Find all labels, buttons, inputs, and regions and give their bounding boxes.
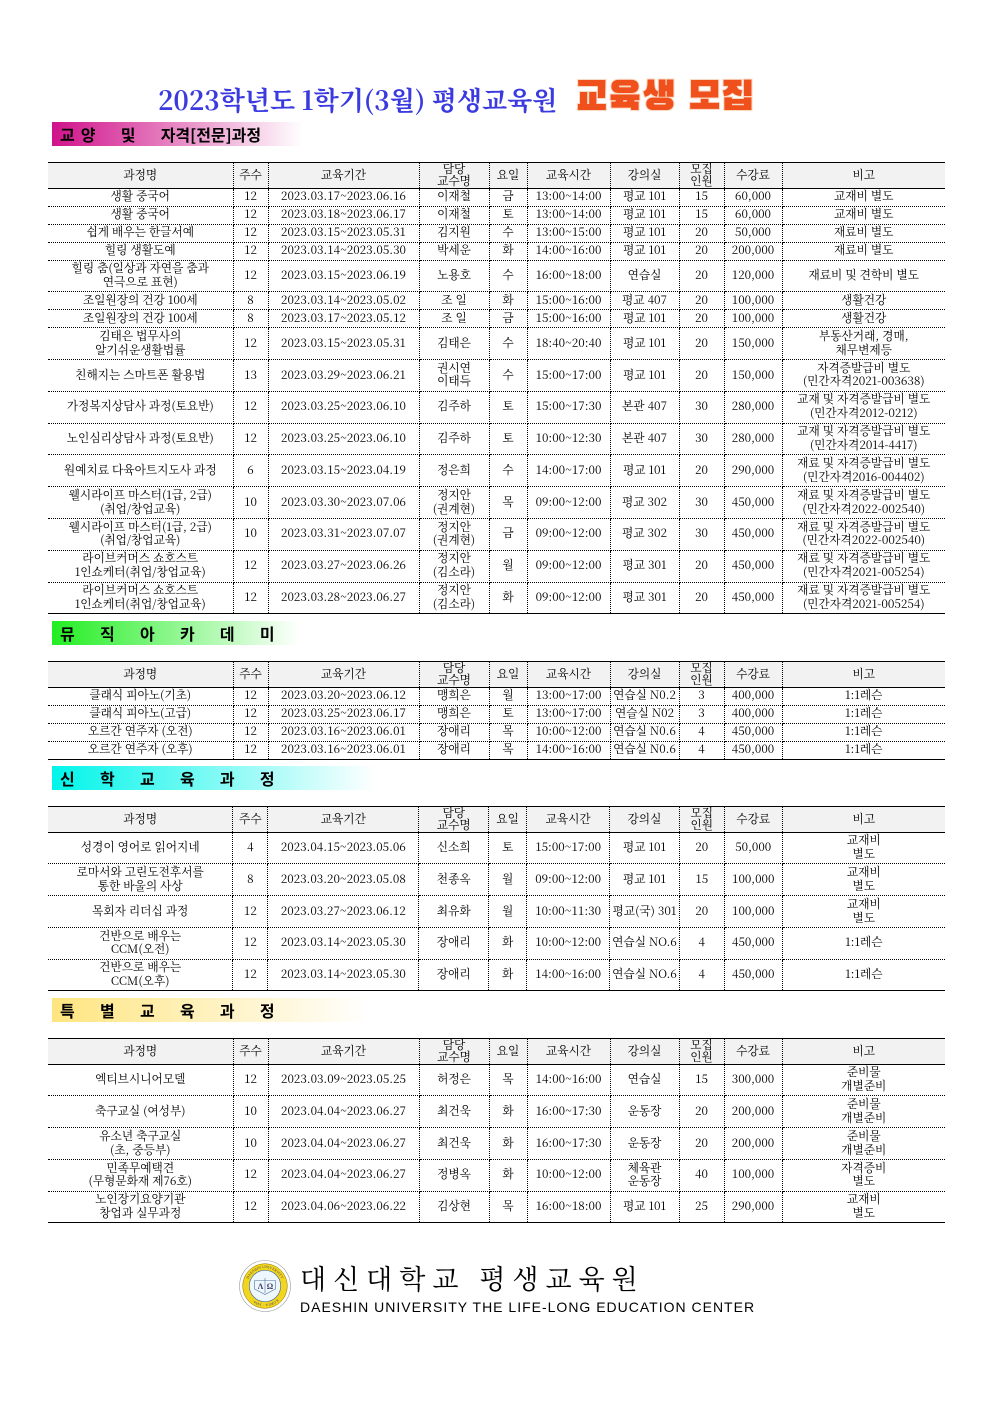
svg-text:Λ: Λ (258, 1282, 264, 1291)
svg-text:Ω: Ω (267, 1282, 274, 1291)
